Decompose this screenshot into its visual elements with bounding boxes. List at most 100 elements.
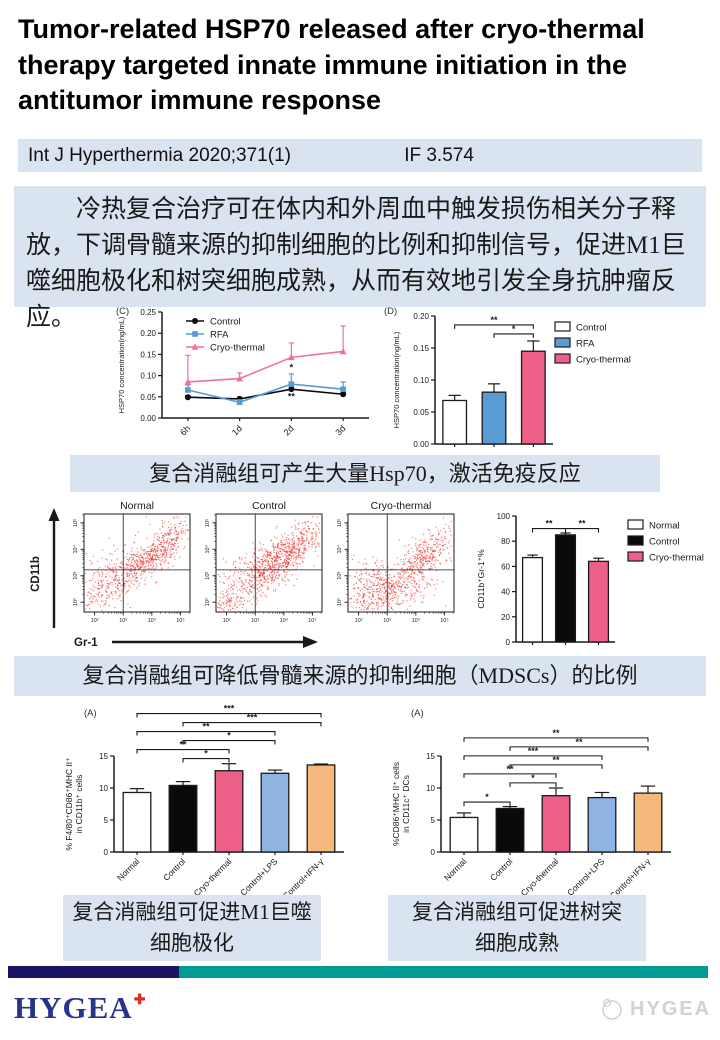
svg-text:10²: 10² — [91, 618, 99, 624]
svg-text:*: * — [531, 773, 535, 783]
svg-text:0.20: 0.20 — [140, 329, 156, 338]
caption-m1-line2: 细胞极化 — [150, 931, 234, 955]
svg-text:Cryo-thermal: Cryo-thermal — [519, 856, 561, 898]
page-title: Tumor-related HSP70 released after cryo-… — [18, 14, 645, 116]
svg-text:15: 15 — [99, 752, 108, 761]
svg-text:10²: 10² — [73, 598, 79, 606]
hsp70-bar-chart: 0.00 0.05 0.10 0.15 0.20 HSP70 concentration(… — [384, 306, 631, 449]
svg-text:Control: Control — [649, 537, 680, 548]
svg-text:(A): (A) — [411, 708, 424, 719]
svg-text:**: ** — [552, 728, 560, 738]
svg-text:0.05: 0.05 — [140, 393, 156, 402]
red-cross-icon: ✚ — [133, 991, 147, 1007]
svg-text:10³: 10³ — [251, 618, 259, 624]
svg-text:10²: 10² — [337, 598, 343, 606]
svg-text:10³: 10³ — [73, 572, 79, 580]
svg-text:**: ** — [202, 722, 210, 732]
svg-text:HSP70 concentration(ng/mL): HSP70 concentration(ng/mL) — [392, 331, 401, 428]
svg-text:**: ** — [552, 755, 560, 765]
svg-text:***: *** — [528, 746, 539, 756]
svg-text:*: * — [485, 792, 489, 802]
svg-text:Control+LPS: Control+LPS — [565, 856, 607, 898]
dc-maturation-bar-chart: 0 5 10 15 %CD86⁺MHC II⁺ cells in CD11c⁺ DCs No… — [391, 708, 671, 901]
svg-text:Gr-1: Gr-1 — [74, 637, 98, 649]
caption-m1: 复合消融组可促进M1巨噬 细胞极化 — [63, 895, 321, 961]
svg-text:***: *** — [224, 704, 235, 714]
svg-text:Cryo-thermal: Cryo-thermal — [210, 343, 265, 354]
caption-dc-line1: 复合消融组可促进树突 — [412, 900, 622, 924]
svg-text:10: 10 — [99, 784, 108, 793]
svg-text:0: 0 — [104, 848, 109, 857]
svg-text:10⁵: 10⁵ — [308, 617, 316, 624]
svg-text:3d: 3d — [333, 423, 347, 437]
svg-text:0.10: 0.10 — [140, 372, 156, 381]
svg-text:20: 20 — [501, 613, 510, 622]
svg-text:**: ** — [490, 315, 498, 325]
svg-text:0.15: 0.15 — [140, 350, 156, 359]
svg-text:15: 15 — [426, 752, 435, 761]
svg-text:Normal: Normal — [115, 856, 142, 883]
gr1-axis-arrow: Gr-1 — [74, 636, 318, 649]
footer-bar-navy — [8, 966, 179, 978]
svg-text:10³: 10³ — [383, 618, 391, 624]
svg-text:0.05: 0.05 — [413, 408, 429, 417]
mdsc-bar-chart: 0 20 40 60 80 100 CD11b⁺Gr-1⁺% ** ** Normal Contro… — [476, 512, 704, 647]
hygea-watermark-circle-icon — [602, 998, 622, 1020]
svg-text:10²: 10² — [223, 618, 231, 624]
svg-text:Control+LPS: Control+LPS — [238, 856, 280, 898]
citation-bar: Int J Hyperthermia 2020;371(1) IF 3.574 — [18, 139, 702, 172]
svg-text:*: * — [290, 363, 294, 373]
svg-text:0: 0 — [431, 848, 436, 857]
svg-text:10⁵: 10⁵ — [336, 519, 343, 527]
svg-text:Control: Control — [161, 856, 188, 883]
svg-text:**: ** — [575, 737, 583, 747]
svg-text:0.00: 0.00 — [413, 440, 429, 449]
caption-dc: 复合消融组可促进树突 细胞成熟 — [388, 895, 646, 961]
svg-text:10⁵: 10⁵ — [204, 519, 211, 527]
svg-text:0.00: 0.00 — [140, 414, 156, 423]
abstract-box: 冷热复合治疗可在体内和外周血中触发损伤相关分子释放，下调骨髓来源的抑制细胞的比例… — [14, 186, 706, 331]
svg-text:10³: 10³ — [205, 572, 211, 580]
svg-text:60: 60 — [501, 562, 510, 571]
svg-text:**: ** — [578, 519, 586, 529]
svg-text:0: 0 — [506, 638, 511, 647]
svg-text:0.15: 0.15 — [413, 344, 429, 353]
svg-text:1d: 1d — [230, 423, 244, 437]
svg-text:0.10: 0.10 — [413, 376, 429, 385]
svg-text:Cryo-thermal: Cryo-thermal — [371, 500, 432, 512]
svg-text:10⁴: 10⁴ — [336, 544, 343, 553]
hygea-watermark: HYGEA — [598, 996, 711, 1022]
impact-factor: IF 3.574 — [404, 144, 474, 166]
svg-text:*: * — [204, 749, 208, 759]
svg-text:0.25: 0.25 — [140, 308, 156, 317]
svg-text:Normal: Normal — [442, 856, 469, 883]
svg-text:(D): (D) — [384, 306, 397, 317]
svg-text:10⁴: 10⁴ — [72, 544, 79, 553]
journal-citation: Int J Hyperthermia 2020;371(1) — [28, 144, 291, 166]
svg-text:2d: 2d — [282, 423, 296, 437]
svg-text:Cryo-thermal: Cryo-thermal — [192, 856, 234, 898]
svg-text:*: * — [512, 324, 516, 334]
svg-text:10⁵: 10⁵ — [440, 617, 448, 624]
svg-text:RFA: RFA — [210, 330, 229, 341]
svg-text:10⁵: 10⁵ — [72, 519, 79, 527]
svg-text:10³: 10³ — [119, 618, 127, 624]
flow-plot-control: Control 10² 10² 10³ 10³ 10⁴ 10⁴ 10⁵ 10⁵ — [204, 500, 323, 624]
svg-text:6h: 6h — [178, 423, 192, 437]
svg-text:CD11b: CD11b — [30, 556, 42, 592]
svg-text:HSP70 concentration(ng/mL): HSP70 concentration(ng/mL) — [117, 316, 126, 413]
m1-macrophage-bar-chart: 0 5 10 15 % F4/80⁺CD86⁺MHC II⁺ in CD11b⁺ cell… — [64, 704, 344, 901]
svg-text:Normal: Normal — [649, 521, 680, 532]
svg-text:80: 80 — [501, 537, 510, 546]
svg-text:(A): (A) — [84, 708, 97, 719]
svg-text:5: 5 — [104, 816, 109, 825]
svg-text:% F4/80⁺CD86⁺MHC II⁺: % F4/80⁺CD86⁺MHC II⁺ — [64, 757, 74, 851]
svg-text:5: 5 — [431, 816, 436, 825]
cd11b-axis-arrow: CD11b — [30, 508, 60, 628]
svg-text:Control: Control — [252, 500, 286, 512]
svg-text:Cryo-thermal: Cryo-thermal — [576, 355, 631, 366]
svg-text:10: 10 — [426, 784, 435, 793]
svg-text:**: ** — [506, 764, 514, 774]
svg-text:**: ** — [545, 519, 553, 529]
